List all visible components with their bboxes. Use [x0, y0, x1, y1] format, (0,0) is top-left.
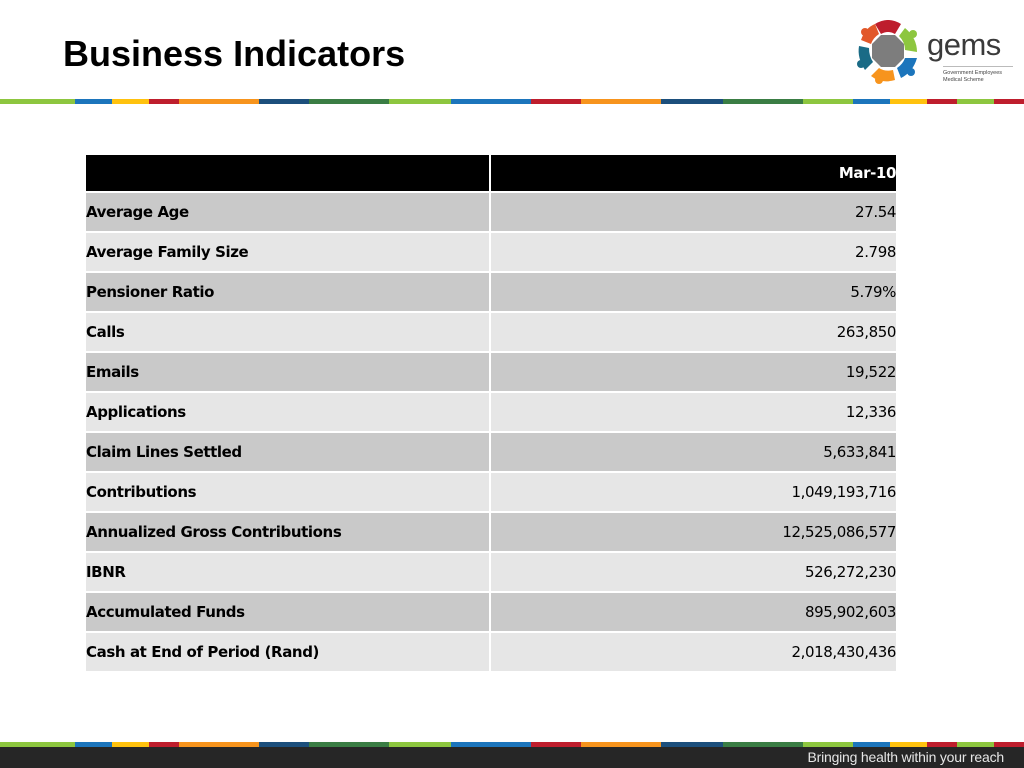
row-value: 12,336	[490, 392, 896, 432]
row-value: 1,049,193,716	[490, 472, 896, 512]
row-label: Pensioner Ratio	[86, 272, 491, 312]
row-value: 895,902,603	[490, 592, 896, 632]
table-row: Annualized Gross Contributions 12,525,086…	[86, 512, 896, 552]
stripe-segment	[309, 742, 389, 747]
logo-rule	[943, 66, 1013, 67]
table-row: IBNR 526,272,230	[86, 552, 896, 592]
stripe-segment	[75, 99, 112, 104]
stripe-segment	[112, 742, 149, 747]
stripe-segment	[994, 742, 1024, 747]
stripe-segment	[853, 99, 890, 104]
row-label: Claim Lines Settled	[86, 432, 491, 472]
row-label: Cash at End of Period (Rand)	[86, 632, 491, 671]
footer-tagline: Bringing health within your reach	[807, 749, 1004, 765]
table-row: Applications 12,336	[86, 392, 896, 432]
stripe-segment	[309, 99, 389, 104]
stripe-segment	[389, 742, 451, 747]
stripe-segment	[259, 99, 309, 104]
stripe-segment	[259, 742, 309, 747]
table-row: Cash at End of Period (Rand) 2,018,430,43…	[86, 632, 896, 671]
table-row: Pensioner Ratio 5.79%	[86, 272, 896, 312]
logo-wordmark: gems	[927, 27, 1001, 62]
stripe-segment	[75, 742, 112, 747]
row-label: Annualized Gross Contributions	[86, 512, 491, 552]
stripe-segment	[451, 99, 531, 104]
stripe-segment	[531, 99, 581, 104]
header-period-cell: Mar-10	[490, 155, 896, 192]
row-label: Calls	[86, 312, 491, 352]
row-label: Contributions	[86, 472, 491, 512]
stripe-segment	[451, 742, 531, 747]
stripe-segment	[661, 742, 723, 747]
top-color-stripe	[0, 99, 1024, 104]
row-value: 27.54	[490, 192, 896, 232]
table-row: Calls 263,850	[86, 312, 896, 352]
stripe-segment	[927, 99, 957, 104]
row-label: Average Age	[86, 192, 491, 232]
stripe-segment	[723, 99, 803, 104]
stripe-segment	[531, 742, 581, 747]
row-label: Accumulated Funds	[86, 592, 491, 632]
stripe-segment	[723, 742, 803, 747]
stripe-segment	[927, 742, 957, 747]
stripe-segment	[853, 742, 890, 747]
stripe-segment	[994, 99, 1024, 104]
indicators-table-container: Mar-10 Average Age 27.54 Average Family Si…	[86, 155, 896, 671]
bottom-color-stripe	[0, 742, 1024, 747]
stripe-segment	[389, 99, 451, 104]
row-value: 5,633,841	[490, 432, 896, 472]
stripe-segment	[803, 742, 853, 747]
stripe-segment	[581, 99, 661, 104]
table-row: Average Age 27.54	[86, 192, 896, 232]
table-body: Average Age 27.54 Average Family Size 2.798…	[86, 192, 896, 671]
table-header: Mar-10	[86, 155, 896, 192]
table-row: Accumulated Funds 895,902,603	[86, 592, 896, 632]
indicators-table: Mar-10 Average Age 27.54 Average Family Si…	[86, 155, 896, 671]
row-value: 2,018,430,436	[490, 632, 896, 671]
stripe-segment	[803, 99, 853, 104]
row-value: 19,522	[490, 352, 896, 392]
gems-logo: gems Government Employees Medical Scheme	[855, 18, 1015, 86]
stripe-segment	[0, 99, 75, 104]
row-value: 526,272,230	[490, 552, 896, 592]
table-row: Contributions 1,049,193,716	[86, 472, 896, 512]
table-row: Emails 19,522	[86, 352, 896, 392]
stripe-segment	[112, 99, 149, 104]
stripe-segment	[581, 742, 661, 747]
row-value: 12,525,086,577	[490, 512, 896, 552]
stripe-segment	[0, 742, 75, 747]
row-label: Average Family Size	[86, 232, 491, 272]
table-row: Claim Lines Settled 5,633,841	[86, 432, 896, 472]
stripe-segment	[179, 742, 259, 747]
row-value: 263,850	[490, 312, 896, 352]
row-label: Emails	[86, 352, 491, 392]
row-label: IBNR	[86, 552, 491, 592]
stripe-segment	[890, 99, 927, 104]
row-value: 2.798	[490, 232, 896, 272]
stripe-segment	[179, 99, 259, 104]
logo-subtitle-line1: Government Employees	[943, 70, 1002, 76]
footer-band	[0, 747, 1024, 768]
logo-subtitle: Government Employees Medical Scheme	[943, 70, 1002, 84]
row-value: 5.79%	[490, 272, 896, 312]
stripe-segment	[957, 99, 994, 104]
gems-logo-mark-icon	[857, 20, 918, 84]
slide-title: Business Indicators	[63, 33, 406, 74]
stripe-segment	[149, 99, 179, 104]
header-label-cell	[86, 155, 491, 192]
stripe-segment	[957, 742, 994, 747]
stripe-segment	[661, 99, 723, 104]
table-header-row: Mar-10	[86, 155, 896, 192]
row-label: Applications	[86, 392, 491, 432]
logo-subtitle-line2: Medical Scheme	[943, 77, 984, 83]
stripe-segment	[890, 742, 927, 747]
table-row: Average Family Size 2.798	[86, 232, 896, 272]
stripe-segment	[149, 742, 179, 747]
